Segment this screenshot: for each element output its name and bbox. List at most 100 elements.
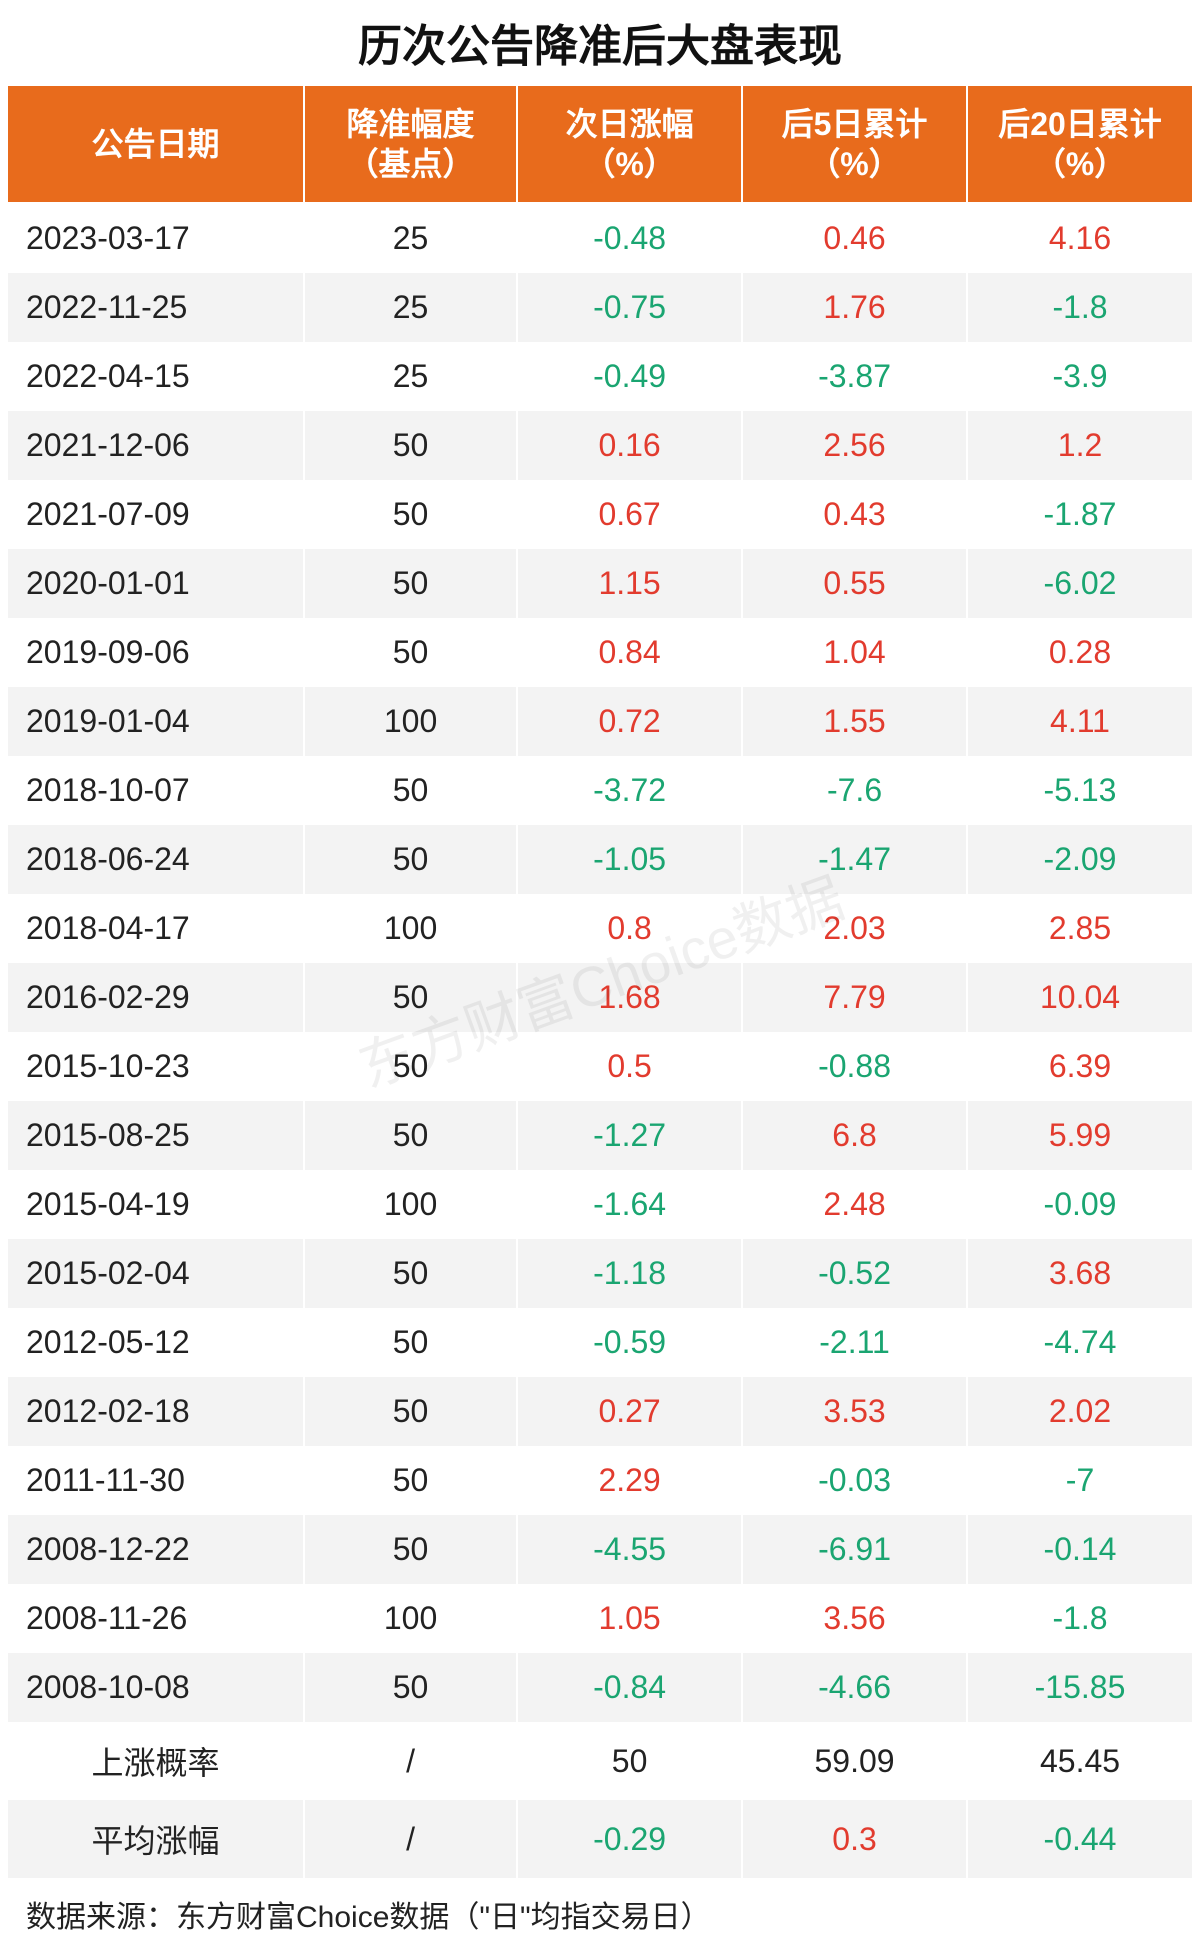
cell: 0.8 <box>517 894 742 963</box>
cell: 2012-05-12 <box>8 1308 304 1377</box>
cell: 2021-12-06 <box>8 411 304 480</box>
cell: 3.68 <box>967 1239 1192 1308</box>
table-body: 2023-03-1725-0.480.464.162022-11-2525-0.… <box>8 203 1192 1878</box>
cell: 2015-10-23 <box>8 1032 304 1101</box>
cell: 50 <box>304 1308 517 1377</box>
cell: 2008-10-08 <box>8 1653 304 1722</box>
summary-cell: 平均涨幅 <box>8 1800 304 1878</box>
cell: 1.76 <box>742 273 967 342</box>
cell: -3.9 <box>967 342 1192 411</box>
table-row: 2019-01-041000.721.554.11 <box>8 687 1192 756</box>
cell: -3.87 <box>742 342 967 411</box>
cell: 50 <box>304 825 517 894</box>
cell: 0.5 <box>517 1032 742 1101</box>
cell: -4.74 <box>967 1308 1192 1377</box>
table-row: 2020-01-01501.150.55-6.02 <box>8 549 1192 618</box>
cell: 50 <box>304 1377 517 1446</box>
cell: 50 <box>304 1653 517 1722</box>
cell: 1.04 <box>742 618 967 687</box>
cell: 50 <box>304 618 517 687</box>
cell: 5.99 <box>967 1101 1192 1170</box>
cell: 50 <box>304 1446 517 1515</box>
cell: -0.48 <box>517 203 742 273</box>
cell: 2.03 <box>742 894 967 963</box>
cell: 0.55 <box>742 549 967 618</box>
cell: 2019-01-04 <box>8 687 304 756</box>
cell: 2015-08-25 <box>8 1101 304 1170</box>
col-header-1: 降准幅度（基点） <box>304 86 517 203</box>
table-row: 2018-04-171000.82.032.85 <box>8 894 1192 963</box>
cell: 6.8 <box>742 1101 967 1170</box>
cell: 4.16 <box>967 203 1192 273</box>
table-row: 2008-10-0850-0.84-4.66-15.85 <box>8 1653 1192 1722</box>
cell: -0.03 <box>742 1446 967 1515</box>
col-header-2: 次日涨幅（%） <box>517 86 742 203</box>
table-row: 2008-11-261001.053.56-1.8 <box>8 1584 1192 1653</box>
table-row: 2023-03-1725-0.480.464.16 <box>8 203 1192 273</box>
cell: -0.84 <box>517 1653 742 1722</box>
cell: -0.14 <box>967 1515 1192 1584</box>
cell: 2023-03-17 <box>8 203 304 273</box>
cell: 50 <box>304 1032 517 1101</box>
cell: -5.13 <box>967 756 1192 825</box>
cell: 7.79 <box>742 963 967 1032</box>
cell: 2018-04-17 <box>8 894 304 963</box>
cell: -0.75 <box>517 273 742 342</box>
cell: 50 <box>304 549 517 618</box>
cell: -0.59 <box>517 1308 742 1377</box>
cell: 25 <box>304 203 517 273</box>
cell: -0.88 <box>742 1032 967 1101</box>
cell: 2015-02-04 <box>8 1239 304 1308</box>
table-row: 2022-11-2525-0.751.76-1.8 <box>8 273 1192 342</box>
cell: -2.09 <box>967 825 1192 894</box>
cell: 0.28 <box>967 618 1192 687</box>
cell: 3.53 <box>742 1377 967 1446</box>
cell: 25 <box>304 273 517 342</box>
table-footer-source: 数据来源：东方财富Choice数据（"日"均指交易日） <box>8 1878 1192 1950</box>
cell: 2022-11-25 <box>8 273 304 342</box>
cell: -6.91 <box>742 1515 967 1584</box>
cell: 100 <box>304 1170 517 1239</box>
cell: -7 <box>967 1446 1192 1515</box>
cell: 0.72 <box>517 687 742 756</box>
summary-cell: -0.44 <box>967 1800 1192 1878</box>
cell: 2011-11-30 <box>8 1446 304 1515</box>
cell: -0.49 <box>517 342 742 411</box>
table-row: 2018-06-2450-1.05-1.47-2.09 <box>8 825 1192 894</box>
cell: 10.04 <box>967 963 1192 1032</box>
table-row: 2015-10-23500.5-0.886.39 <box>8 1032 1192 1101</box>
cell: 1.55 <box>742 687 967 756</box>
cell: 2008-11-26 <box>8 1584 304 1653</box>
col-header-0: 公告日期 <box>8 86 304 203</box>
cell: 100 <box>304 687 517 756</box>
cell: 2019-09-06 <box>8 618 304 687</box>
table-row: 2022-04-1525-0.49-3.87-3.9 <box>8 342 1192 411</box>
cell: 100 <box>304 894 517 963</box>
cell: 50 <box>304 480 517 549</box>
cell: 0.27 <box>517 1377 742 1446</box>
cell: -2.11 <box>742 1308 967 1377</box>
table-title: 历次公告降准后大盘表现 <box>8 10 1192 74</box>
cell: 2020-01-01 <box>8 549 304 618</box>
cell: -1.05 <box>517 825 742 894</box>
cell: 4.11 <box>967 687 1192 756</box>
cell: 2.56 <box>742 411 967 480</box>
cell: -6.02 <box>967 549 1192 618</box>
table-row: 2011-11-30502.29-0.03-7 <box>8 1446 1192 1515</box>
cell: 50 <box>304 1101 517 1170</box>
cell: -7.6 <box>742 756 967 825</box>
table-row: 2012-05-1250-0.59-2.11-4.74 <box>8 1308 1192 1377</box>
cell: 2008-12-22 <box>8 1515 304 1584</box>
cell: 25 <box>304 342 517 411</box>
col-header-4: 后20日累计（%） <box>967 86 1192 203</box>
table-row: 2012-02-18500.273.532.02 <box>8 1377 1192 1446</box>
table-row: 2015-02-0450-1.18-0.523.68 <box>8 1239 1192 1308</box>
summary-cell: 上涨概率 <box>8 1722 304 1800</box>
data-table: 公告日期降准幅度（基点）次日涨幅（%）后5日累计（%）后20日累计（%） 202… <box>8 86 1192 1950</box>
cell: -1.87 <box>967 480 1192 549</box>
summary-row: 平均涨幅/-0.290.3-0.44 <box>8 1800 1192 1878</box>
cell: -4.55 <box>517 1515 742 1584</box>
cell: 50 <box>304 756 517 825</box>
cell: 1.05 <box>517 1584 742 1653</box>
summary-cell: 59.09 <box>742 1722 967 1800</box>
